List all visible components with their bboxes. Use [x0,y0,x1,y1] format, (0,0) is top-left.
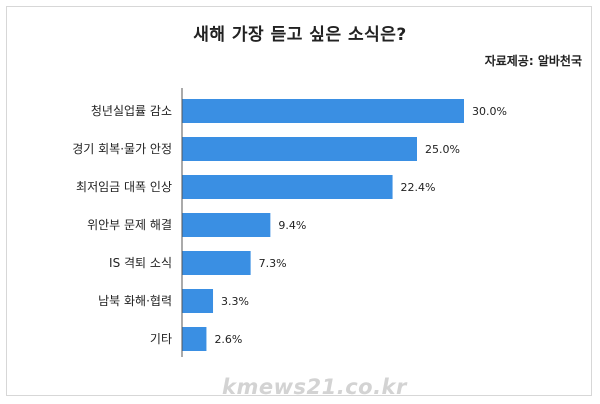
category-label: 최저임금 대폭 인상 [76,180,172,194]
data-label: 25.0% [425,143,460,156]
chart-frame [6,6,592,396]
watermark: kmews21.co.kr [222,375,407,399]
bar [182,175,393,199]
category-label: IS 격퇴 소식 [109,256,172,270]
category-label: 기타 [150,332,172,346]
bar [182,251,251,275]
bar [182,99,464,123]
data-label: 2.6% [214,333,242,346]
data-label: 30.0% [472,105,507,118]
data-label: 3.3% [221,295,249,308]
source-credit: 자료제공: 알바천국 [484,54,582,68]
chart-title: 새해 가장 듣고 싶은 소식은? [193,25,407,45]
bar [182,213,271,237]
category-label: 위안부 문제 해결 [87,218,172,232]
bar [182,289,214,313]
data-label: 7.3% [259,257,287,270]
bar [182,327,207,351]
category-label: 남북 화해·협력 [98,294,172,308]
category-label: 경기 회복·물가 안정 [72,142,172,156]
category-label: 청년실업률 감소 [91,104,172,118]
data-label: 22.4% [401,181,436,194]
bar [182,137,417,161]
data-label: 9.4% [278,219,306,232]
